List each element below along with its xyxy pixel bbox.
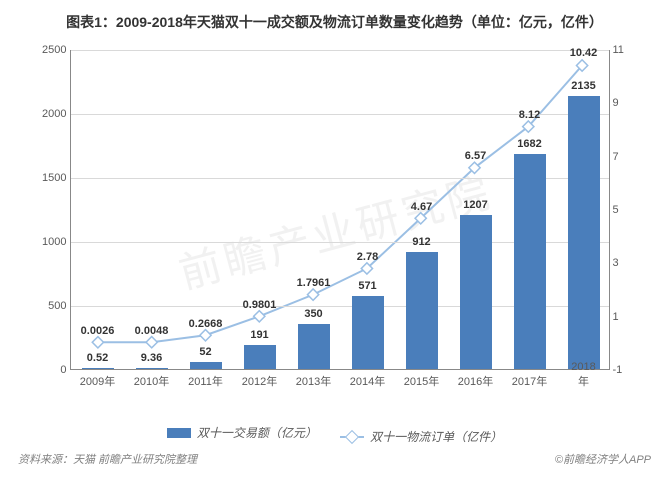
line-marker [307,289,318,300]
x-tick-label: 2011年 [188,373,223,389]
bar: 912 [406,252,438,369]
y2-tick-label: 9 [613,97,639,109]
legend-line: 双十一物流订单（亿件） [340,428,502,445]
y1-tick-label: 2000 [33,108,67,120]
line-value-label: 0.2668 [189,318,223,330]
legend: 双十一交易额（亿元） 双十一物流订单（亿件） [0,424,669,445]
bar-value-label: 191 [250,329,268,341]
line-value-label: 1.7961 [297,277,331,289]
y1-tick-label: 2500 [33,44,67,56]
bar-value-label: 1682 [517,138,541,150]
bar-value-label: 571 [358,280,376,292]
bar-value-label: 9.36 [141,352,162,364]
y1-tick-label: 1500 [33,172,67,184]
bar-value-label: 52 [199,346,211,358]
line-path [97,66,581,343]
y2-tick-label: 7 [613,151,639,163]
y2-tick-label: 1 [613,311,639,323]
legend-line-label: 双十一物流订单（亿件） [370,428,502,445]
bar: 9.36 [136,368,168,369]
legend-bar: 双十一交易额（亿元） [167,424,317,441]
x-tick-label: 2009年 [80,373,115,389]
line-marker [253,311,264,322]
line-value-label: 4.67 [411,201,432,213]
line-value-label: 8.12 [519,109,540,121]
line-marker [199,330,210,341]
bar: 0.52 [82,368,114,369]
y1-tick-label: 0 [33,364,67,376]
line-value-label: 10.42 [570,47,598,59]
chart-title: 图表1：2009-2018年天猫双十一成交额及物流订单数量变化趋势（单位：亿元，… [0,0,669,40]
bar-value-label: 1207 [463,199,487,211]
bar: 571 [352,296,384,369]
y2-tick-label: 3 [613,257,639,269]
footer: 资料来源：天猫 前瞻产业研究院整理 ©前瞻经济学人APP [0,445,669,467]
y2-tick-label: 11 [613,44,639,56]
y1-tick-label: 500 [33,300,67,312]
line-marker [146,337,157,348]
source-left: 资料来源：天猫 前瞻产业研究院整理 [18,451,197,467]
x-tick-label: 2014年 [350,373,385,389]
y1-tick-label: 1000 [33,236,67,248]
grid-line [71,50,609,51]
x-tick-label: 2018年 [571,361,596,389]
x-tick-label: 2010年 [134,373,169,389]
chart-area: 前瞻产业研究院 05001000150020002500-113579110.5… [25,40,645,420]
bar-value-label: 0.52 [87,352,108,364]
bar: 1207 [460,215,492,369]
bar-value-label: 912 [412,236,430,248]
y2-tick-label: 5 [613,204,639,216]
legend-bar-label: 双十一交易额（亿元） [197,424,317,441]
bar: 1682 [514,154,546,369]
line-value-label: 0.0026 [81,325,115,337]
bar: 52 [190,362,222,369]
line-value-label: 6.57 [465,150,486,162]
x-tick-label: 2016年 [458,373,493,389]
x-tick-label: 2017年 [512,373,547,389]
bar-value-label: 2135 [571,80,595,92]
x-tick-label: 2013年 [296,373,331,389]
bar: 2135 [568,96,600,369]
source-right: ©前瞻经济学人APP [555,451,651,467]
bar-value-label: 350 [304,308,322,320]
bar: 350 [298,324,330,369]
x-tick-label: 2012年 [242,373,277,389]
legend-bar-swatch [167,428,191,438]
plot-area: 05001000150020002500-113579110.522009年9.… [70,50,610,370]
line-marker [92,337,103,348]
bar: 191 [244,345,276,369]
line-value-label: 2.78 [357,251,378,263]
x-tick-label: 2015年 [404,373,439,389]
line-value-label: 0.0048 [135,325,169,337]
line-value-label: 0.9801 [243,299,277,311]
legend-line-swatch [340,436,364,438]
y2-tick-label: -1 [613,364,639,376]
